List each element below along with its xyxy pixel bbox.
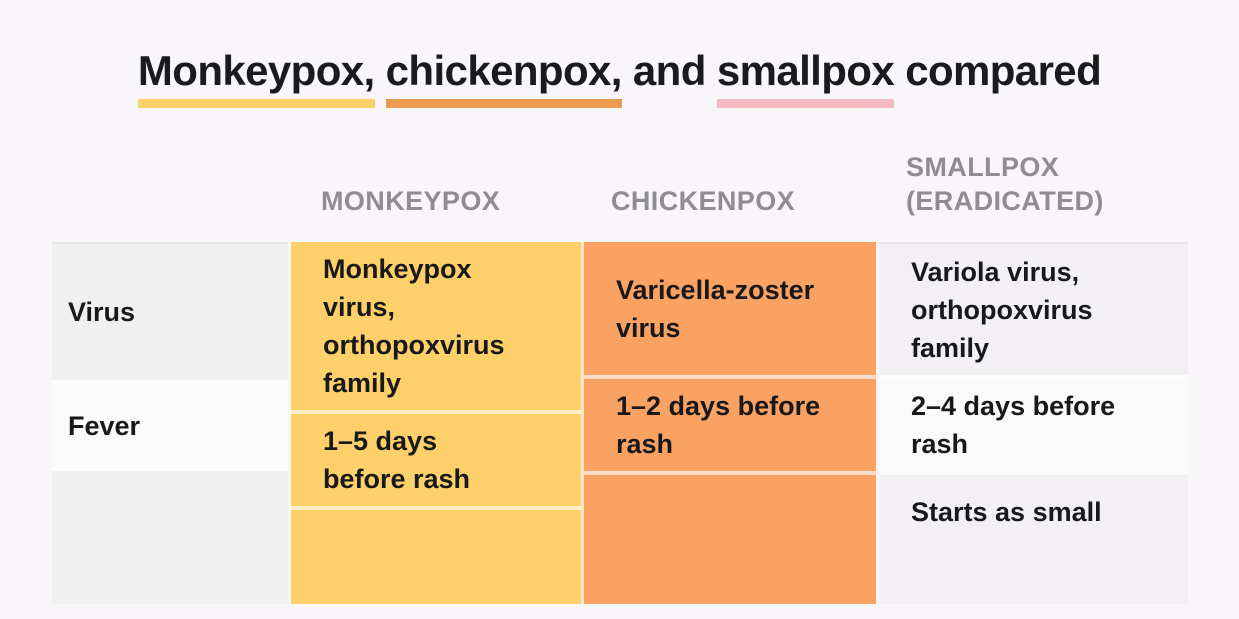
title-word-smallpox: smallpox (716, 47, 895, 108)
title-word-compared: compared (894, 47, 1102, 94)
cell-virus-chickenpox: Varicella-zoster virus (616, 274, 815, 343)
title-separator (375, 47, 386, 94)
chickenpox-column: Varicella-zoster virus 1–2 days before r… (581, 242, 876, 604)
title-word-monkeypox: Monkeypox, (137, 47, 375, 108)
table-header-row: MONKEYPOX CHICKENPOX SMALLPOX (ERADICATE… (52, 150, 1188, 218)
row-divider (584, 375, 876, 380)
cell-virus-monkeypox: Monkeypox virus, orthopoxvirus family (323, 254, 505, 398)
row-label-virus: Virus (52, 242, 288, 380)
cell-fever-chickenpox: 1–2 days before rash (616, 391, 821, 460)
title-word-chickenpox: chickenpox, (385, 47, 622, 108)
row-label-third (52, 471, 288, 604)
cell-third-monkeypox (291, 510, 581, 604)
title-word-and: and (621, 47, 717, 94)
row-divider (52, 379, 288, 384)
cell-third-smallpox: Starts as small (879, 475, 1188, 604)
cell-virus-smallpox: Variola virus, orthopoxvirus family (879, 242, 1188, 376)
row-divider (291, 506, 581, 510)
row-divider (584, 471, 876, 476)
cell-third-chickenpox (584, 475, 876, 604)
smallpox-column: Variola virus, orthopoxvirus family 2–4 … (879, 242, 1188, 604)
row-divider (52, 467, 288, 472)
monkeypox-column: Monkeypox virus, orthopoxvirus family 1–… (291, 242, 581, 604)
column-header-monkeypox: MONKEYPOX (321, 186, 501, 216)
row-divider (879, 471, 1188, 476)
comparison-table: MONKEYPOX CHICKENPOX SMALLPOX (ERADICATE… (52, 150, 1188, 604)
row-label-column: Virus Fever (52, 242, 288, 604)
row-label-fever: Fever (52, 383, 288, 468)
table-body: Virus Fever Monkeypox virus, orthopoxvir… (52, 242, 1188, 604)
row-divider (879, 375, 1188, 380)
row-divider (291, 410, 581, 414)
page-title: Monkeypox, chickenpox, and smallpox comp… (0, 0, 1239, 108)
column-header-chickenpox: CHICKENPOX (611, 186, 796, 216)
cell-fever-smallpox: 2–4 days before rash (879, 379, 1188, 472)
column-header-smallpox: SMALLPOX (ERADICATED) (906, 152, 1104, 216)
cell-fever-monkeypox: 1–5 days before rash (323, 426, 471, 494)
